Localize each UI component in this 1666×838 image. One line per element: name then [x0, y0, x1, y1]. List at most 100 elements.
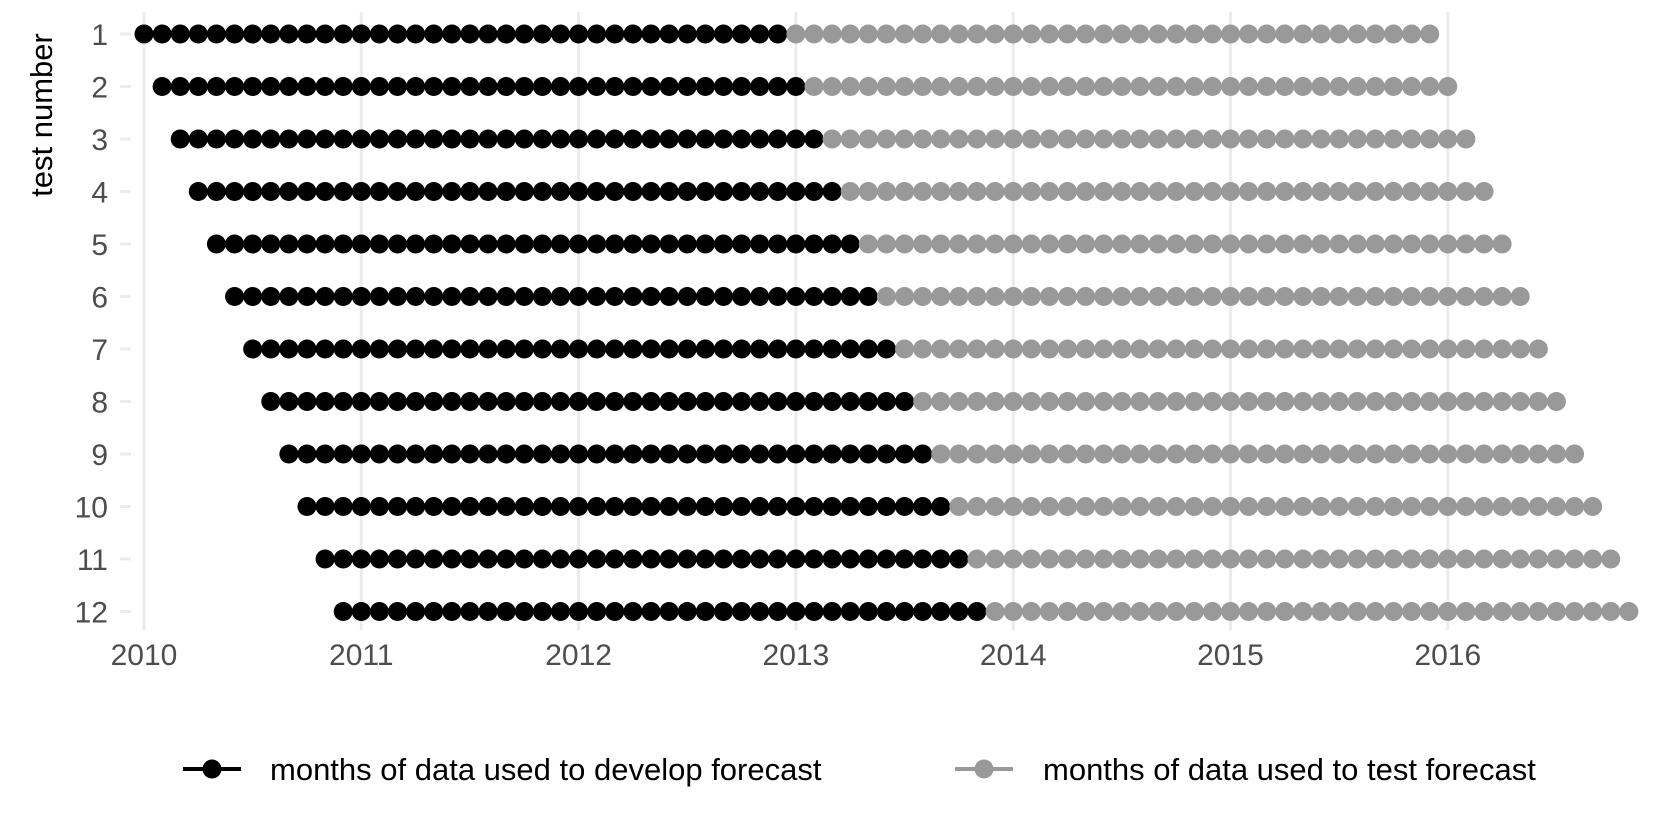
point-test-test5-2013-12 [985, 234, 1005, 254]
point-test-test3-2014-11 [1184, 129, 1204, 149]
point-test-test10-2015-03 [1257, 497, 1277, 516]
point-develop-test1-2011-10 [514, 24, 534, 44]
point-test-test8-2015-07 [1329, 392, 1349, 411]
point-test-test10-2016-04 [1492, 497, 1512, 516]
point-test-test9-2015-11 [1402, 444, 1422, 464]
point-develop-test2-2010-02 [152, 77, 172, 96]
point-develop-test4-2010-04 [188, 182, 208, 201]
point-test-test4-2014-01 [1003, 182, 1023, 201]
point-test-test2-2015-08 [1347, 77, 1367, 96]
point-develop-test10-2012-12 [768, 497, 788, 516]
point-test-test2-2014-02 [1021, 77, 1041, 96]
point-test-test5-2013-05 [858, 234, 878, 254]
point-test-test10-2016-03 [1474, 497, 1494, 516]
point-test-test8-2015-01 [1221, 392, 1240, 411]
point-develop-test1-2012-12 [768, 24, 788, 44]
y-tick-label-3: 3 [91, 124, 108, 157]
point-test-test5-2015-02 [1239, 234, 1259, 254]
point-develop-test4-2011-10 [514, 182, 534, 201]
point-test-test7-2015-09 [1365, 339, 1385, 359]
point-develop-test8-2013-01 [786, 392, 806, 411]
point-test-test3-2015-12 [1420, 129, 1440, 149]
point-test-test3-2014-06 [1094, 129, 1114, 149]
point-develop-test6-2011-04 [406, 287, 426, 306]
point-develop-test2-2011-12 [550, 77, 570, 96]
point-test-test2-2015-04 [1275, 77, 1295, 96]
point-test-test9-2016-03 [1474, 444, 1494, 464]
point-develop-test5-2012-07 [677, 234, 697, 254]
point-develop-test8-2012-04 [623, 392, 643, 411]
point-develop-test7-2013-02 [804, 339, 824, 359]
point-test-test12-2016-07 [1546, 602, 1566, 621]
point-test-test10-2015-07 [1329, 497, 1349, 516]
point-test-test10-2015-11 [1402, 497, 1422, 516]
point-test-test5-2014-02 [1021, 234, 1041, 254]
point-develop-test11-2013-02 [804, 549, 824, 569]
y-tick-label-8: 8 [91, 387, 108, 420]
point-develop-test12-2012-07 [677, 602, 697, 621]
point-test-test12-2015-03 [1257, 602, 1277, 621]
point-test-test3-2013-05 [858, 129, 878, 149]
point-test-test9-2015-03 [1257, 444, 1277, 464]
point-test-test4-2015-07 [1329, 182, 1349, 201]
point-test-test6-2015-12 [1420, 287, 1440, 306]
point-test-test11-2016-04 [1492, 549, 1512, 569]
point-test-test12-2015-02 [1239, 602, 1259, 621]
point-test-test3-2015-06 [1311, 129, 1331, 149]
point-develop-test4-2012-06 [659, 182, 679, 201]
y-tick-label-5: 5 [91, 229, 108, 262]
point-test-test1-2013-11 [967, 24, 987, 44]
point-test-test11-2016-09 [1583, 549, 1603, 569]
point-develop-test12-2013-06 [876, 602, 896, 621]
point-test-test9-2014-08 [1130, 444, 1150, 464]
point-develop-test12-2011-05 [424, 602, 444, 621]
point-develop-test8-2012-07 [677, 392, 697, 411]
point-test-test4-2015-10 [1383, 182, 1403, 201]
point-develop-test10-2012-06 [659, 497, 679, 516]
point-test-test5-2016-02 [1456, 234, 1476, 254]
point-develop-test9-2011-11 [532, 444, 552, 464]
point-test-test4-2014-05 [1076, 182, 1096, 201]
point-develop-test3-2011-10 [514, 129, 534, 149]
point-test-test9-2014-04 [1058, 444, 1078, 464]
point-develop-test3-2011-05 [424, 129, 444, 149]
point-develop-test11-2013-04 [840, 549, 860, 569]
point-develop-test12-2012-09 [713, 602, 733, 621]
point-test-test3-2013-07 [895, 129, 915, 149]
point-test-test7-2014-02 [1021, 339, 1041, 359]
point-test-test7-2015-02 [1239, 339, 1259, 359]
point-develop-test12-2012-04 [623, 602, 643, 621]
point-develop-test3-2012-10 [732, 129, 752, 149]
point-test-test3-2016-02 [1456, 129, 1476, 149]
y-tick-label-4: 4 [91, 177, 108, 210]
point-develop-test4-2011-07 [460, 182, 480, 201]
point-develop-test8-2013-04 [840, 392, 860, 411]
point-develop-test11-2013-05 [858, 549, 878, 569]
point-test-test8-2014-12 [1202, 392, 1222, 411]
point-develop-test7-2012-10 [732, 339, 752, 359]
point-develop-test2-2012-07 [677, 77, 697, 96]
point-develop-test2-2010-05 [206, 77, 226, 96]
y-tick-label-7: 7 [91, 334, 108, 367]
point-test-test11-2014-06 [1094, 549, 1114, 569]
point-develop-test4-2011-03 [388, 182, 408, 201]
point-develop-test10-2012-08 [695, 497, 715, 516]
point-develop-test7-2013-05 [858, 339, 878, 359]
point-test-test5-2014-08 [1130, 234, 1150, 254]
point-develop-test1-2012-01 [569, 24, 589, 44]
point-develop-test6-2012-06 [659, 287, 679, 306]
point-develop-test8-2013-02 [804, 392, 824, 411]
point-develop-test4-2010-05 [206, 182, 226, 201]
point-test-test1-2014-03 [1039, 24, 1059, 44]
point-test-test10-2014-08 [1130, 497, 1150, 516]
point-develop-test2-2011-02 [369, 77, 389, 96]
point-test-test7-2014-08 [1130, 339, 1150, 359]
point-develop-test3-2012-11 [750, 129, 770, 149]
point-develop-test4-2011-04 [406, 182, 426, 201]
point-develop-test5-2010-07 [243, 234, 263, 254]
point-test-test8-2016-05 [1510, 392, 1530, 411]
point-develop-test7-2010-08 [261, 339, 281, 359]
point-develop-test4-2011-12 [550, 182, 570, 201]
point-develop-test1-2010-02 [152, 24, 172, 44]
point-test-test7-2014-12 [1202, 339, 1222, 359]
